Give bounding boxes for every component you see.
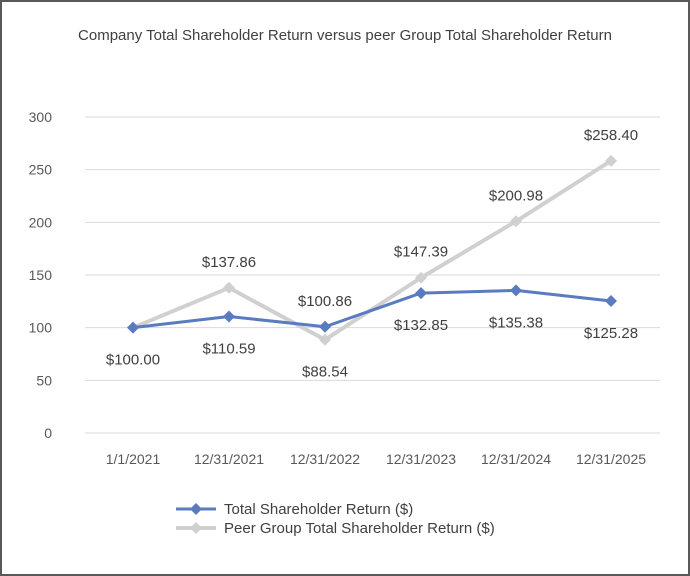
data-label: $200.98 — [489, 187, 543, 204]
x-axis-tick-labels: 1/1/2021 12/31/2021 12/31/2022 12/31/2023 12… — [106, 451, 646, 467]
legend: Total Shareholder Return ($) Peer Group T… — [176, 501, 495, 537]
x-tick-label: 1/1/2021 — [106, 451, 161, 467]
gridlines — [85, 116, 660, 434]
series-line-0 — [132, 288, 612, 330]
y-tick-label: 0 — [44, 425, 52, 441]
data-label: $137.86 — [202, 254, 256, 271]
data-label: $132.85 — [394, 317, 448, 334]
y-tick-label: 250 — [29, 162, 53, 178]
x-tick-label: 12/31/2024 — [481, 451, 551, 467]
x-tick-label: 12/31/2025 — [576, 451, 646, 467]
y-axis-tick-labels: 0 50 100 150 200 250 300 — [29, 109, 53, 441]
data-label: $258.40 — [584, 127, 638, 144]
data-label: $88.54 — [302, 364, 348, 381]
data-point-marker — [605, 154, 617, 167]
data-label: $100.86 — [298, 293, 352, 310]
chart-title: Company Total Shareholder Return versus … — [78, 27, 612, 44]
data-point-marker — [510, 284, 522, 297]
legend-marker-0 — [190, 503, 202, 515]
data-point-marker — [605, 295, 617, 308]
x-tick-label: 12/31/2023 — [386, 451, 456, 467]
data-point-marker — [415, 287, 427, 300]
data-point-marker — [319, 320, 331, 333]
data-label: $147.39 — [394, 244, 448, 261]
legend-marker-1 — [190, 522, 202, 534]
y-tick-label: 200 — [29, 214, 53, 230]
y-tick-label: 300 — [29, 109, 53, 125]
data-point-marker — [223, 281, 235, 294]
data-point-marker — [510, 215, 522, 228]
legend-label-1: Peer Group Total Shareholder Return ($) — [224, 520, 495, 537]
x-tick-label: 12/31/2022 — [290, 451, 360, 467]
y-tick-label: 100 — [29, 320, 53, 336]
y-tick-label: 150 — [29, 267, 53, 283]
data-label: $110.59 — [202, 341, 255, 358]
data-label: $135.38 — [489, 314, 543, 331]
data-point-marker — [127, 321, 139, 334]
data-point-marker — [415, 271, 427, 284]
data-label: $125.28 — [584, 325, 638, 342]
data-labels-layer: $100.00 $110.59 $100.86 $132.85 $135.38 $125.… — [106, 127, 638, 381]
x-tick-label: 12/31/2021 — [194, 451, 264, 467]
y-tick-label: 50 — [36, 372, 52, 388]
data-label: $100.00 — [106, 352, 160, 369]
data-point-marker — [223, 310, 235, 323]
legend-label-0: Total Shareholder Return ($) — [224, 501, 413, 518]
series-layer — [127, 154, 617, 346]
data-point-marker — [319, 333, 331, 346]
